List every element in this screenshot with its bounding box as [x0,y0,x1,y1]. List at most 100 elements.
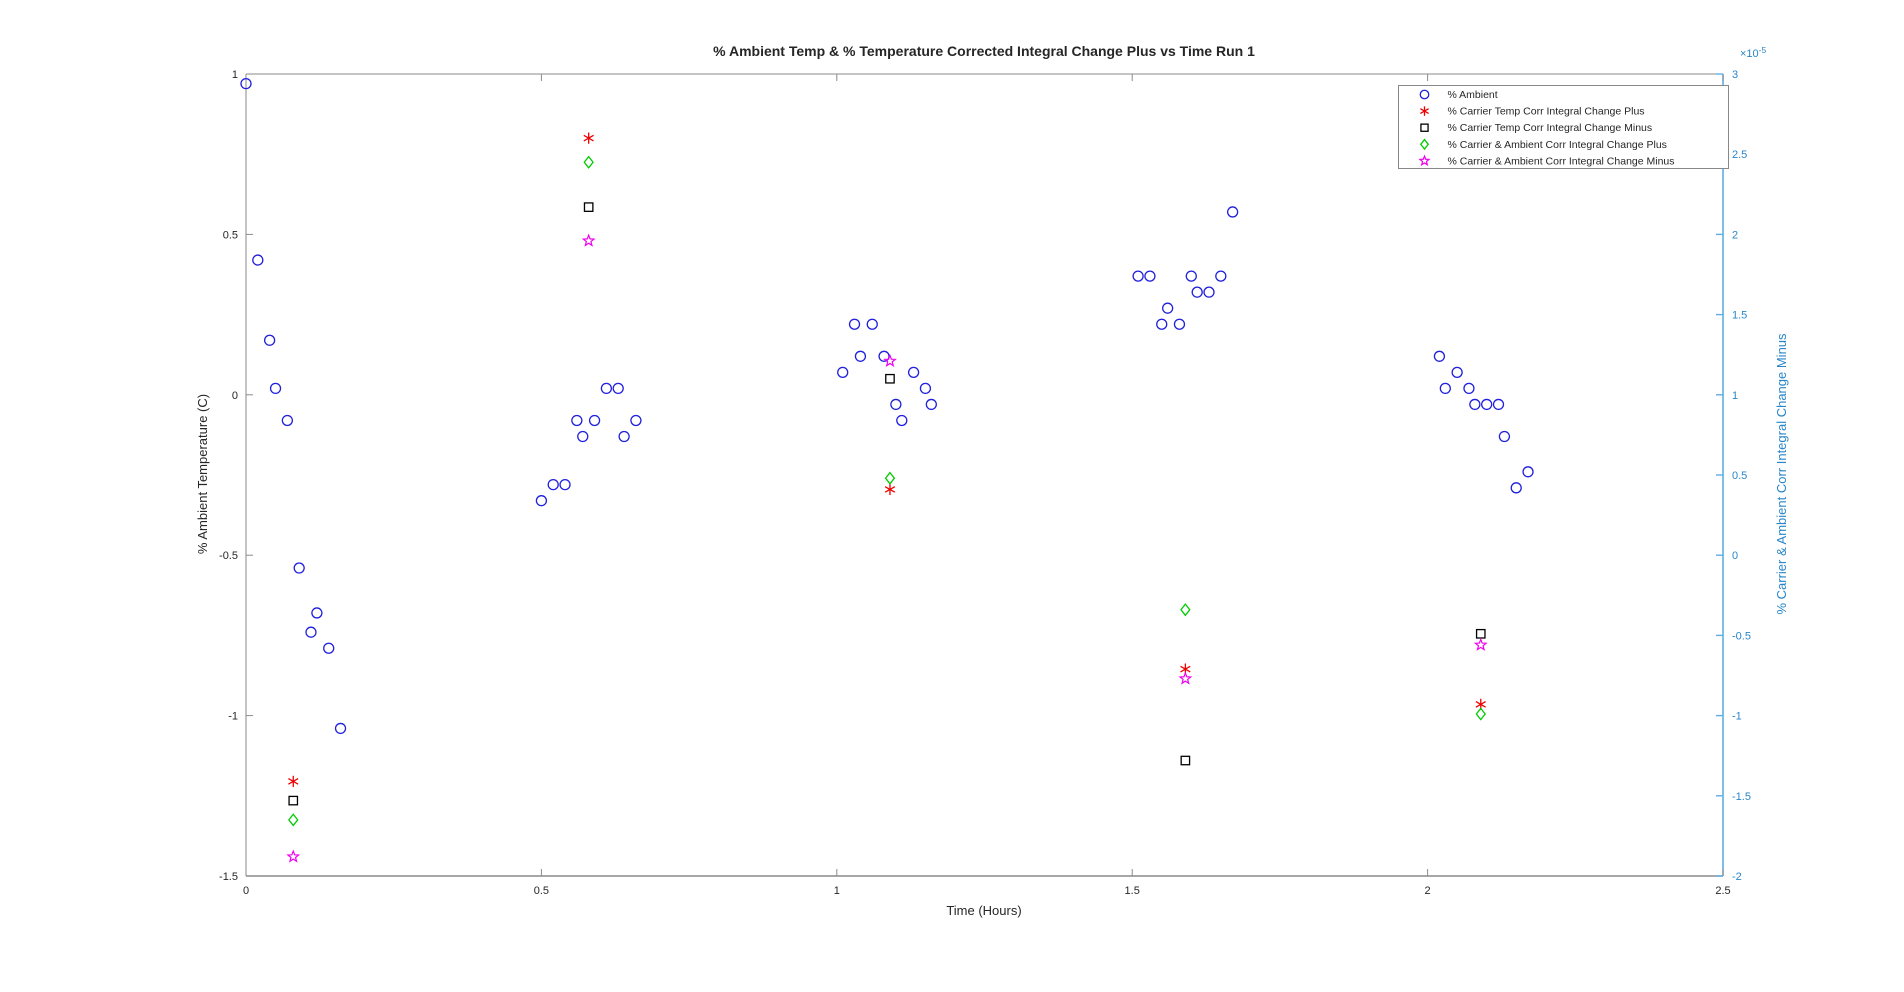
data-point-ambient [334,722,347,735]
data-point-ambient-shape [1132,270,1144,282]
data-point-ambient [612,382,624,395]
data-point-ambient [240,77,252,90]
data-point-ambient [1481,398,1493,411]
axis-ticks: 0 0.5 1 1.5 2 2.5 1 0.5 0 -0.5 -1 -1.5 3 2.5 2 1.5 1 0.5 0… [219,69,1751,897]
data-point-carrier-ambient-corr-minus [1178,671,1193,685]
legend-label-ambient: % Ambient [1448,89,1498,101]
data-point-carrier-ambient-corr-minus [1473,637,1488,651]
data-point-ambient [907,366,920,378]
data-point-ambient-shape [577,430,589,443]
data-point-ambient-shape [305,626,317,638]
data-point-ambient [925,398,937,411]
y-tick-label-right: -1.5 [1732,791,1751,803]
y-tick-label-left: -1.5 [219,871,238,883]
data-point-ambient [848,318,861,330]
data-point-carrier-ambient-corr-minus-shape [883,353,897,367]
data-point-ambient [1439,382,1451,395]
data-point-ambient [1451,366,1463,378]
data-point-ambient-shape [1451,366,1463,378]
y-tick-label-left: -1 [228,711,238,723]
data-point-ambient [293,562,305,574]
data-point-carrier-ambient-corr-plus-shape [583,155,594,169]
data-point-ambient [1469,398,1481,411]
data-point-ambient [305,626,317,638]
data-points [240,77,1534,863]
data-point-carrier-temp-corr-minus-shape [885,373,895,384]
data-point-ambient [1463,382,1475,395]
legend-label-carrier-temp-corr-plus: % Carrier Temp Corr Integral Change Plus [1448,106,1645,118]
data-point-carrier-ambient-corr-minus-shape [286,849,301,863]
data-point-ambient [600,382,613,395]
data-point-ambient [1498,430,1511,443]
data-point-carrier-ambient-corr-plus-shape [288,813,299,827]
data-point-ambient-shape [1161,302,1174,314]
y-tick-label-left: 0.5 [223,229,238,241]
x-tick-label: 0.5 [534,885,549,897]
y-tick-label-right: 1 [1732,390,1738,402]
data-point-ambient-shape [1156,318,1168,330]
data-point-ambient-shape [837,366,849,378]
data-point-ambient [837,366,849,378]
data-point-carrier-temp-corr-plus-shape [1180,665,1191,673]
data-point-ambient [547,478,559,491]
legend-frame [1398,85,1729,169]
data-point-ambient [323,642,335,654]
right-axis-exponent: ×10-5 [1740,45,1767,60]
carrier-temp-corr-minus-marker-icon-shape [1420,123,1429,132]
data-point-ambient-shape [630,414,642,427]
data-point-ambient [263,334,276,346]
data-point-ambient [1156,318,1168,330]
legend-entry-ambient: % Ambient [1419,89,1498,101]
x-axis-label: Time (Hours) [946,903,1021,918]
data-point-ambient [269,382,282,395]
carrier-ambient-corr-plus-marker-icon-shape [1419,138,1430,151]
data-point-carrier-temp-corr-minus [583,202,594,212]
data-point-ambient [1215,270,1227,282]
carrier-ambient-corr-minus-marker-icon [1418,154,1431,167]
data-point-carrier-temp-corr-minus-shape [1180,755,1191,766]
carrier-temp-corr-minus-marker-icon [1420,123,1429,132]
data-point-ambient [1144,270,1156,282]
data-point-carrier-ambient-corr-plus-shape [884,471,896,485]
y-tick-label-right: 3 [1732,69,1738,81]
data-point-ambient-shape [890,398,902,411]
data-point-carrier-temp-corr-plus-shape [288,778,299,785]
y-tick-label-right: 1.5 [1732,310,1747,322]
data-point-carrier-temp-corr-plus-shape [884,486,896,493]
data-point-ambient-shape [896,414,908,427]
data-point-ambient-shape [919,382,932,395]
data-point-carrier-ambient-corr-plus-shape [1475,707,1486,721]
data-point-carrier-ambient-corr-plus [288,813,299,827]
legend-box: % Ambient % Carrier Temp Corr Integral Ch… [1398,85,1729,169]
data-point-ambient-shape [263,334,276,346]
data-point-ambient [1522,466,1534,478]
carrier-ambient-corr-minus-marker-icon-shape [1418,154,1431,167]
y-tick-label-right: -1 [1732,711,1742,723]
data-point-carrier-ambient-corr-plus-shape [1180,603,1191,617]
y-tick-label-left: 0 [232,390,238,402]
data-point-carrier-ambient-corr-minus-shape [1178,671,1193,685]
data-point-ambient [311,607,323,619]
legend-entry-carrier-ambient-corr-minus: % Carrier & Ambient Corr Integral Change… [1418,154,1675,167]
data-point-ambient [854,350,867,362]
y-tick-label-right: 0 [1732,550,1738,562]
data-point-ambient-shape [1203,286,1215,298]
x-tick-label: 1 [834,885,840,897]
data-point-carrier-temp-corr-minus [1475,628,1486,639]
data-point-ambient-shape [1191,286,1203,298]
data-point-carrier-temp-corr-minus [288,795,299,806]
data-point-ambient [919,382,932,395]
data-point-ambient [1203,286,1215,298]
plot-border [245,73,1724,877]
chart-title: % Ambient Temp & % Temperature Corrected… [713,43,1255,59]
carrier-temp-corr-plus-marker-icon [1420,106,1429,116]
y-tick-label-left: -0.5 [219,550,238,562]
data-point-ambient [535,495,548,507]
data-point-ambient [1191,286,1203,298]
data-point-ambient [1132,270,1144,282]
data-point-ambient-shape [600,382,613,395]
data-point-ambient [866,318,878,330]
data-point-carrier-temp-corr-plus [884,483,896,496]
